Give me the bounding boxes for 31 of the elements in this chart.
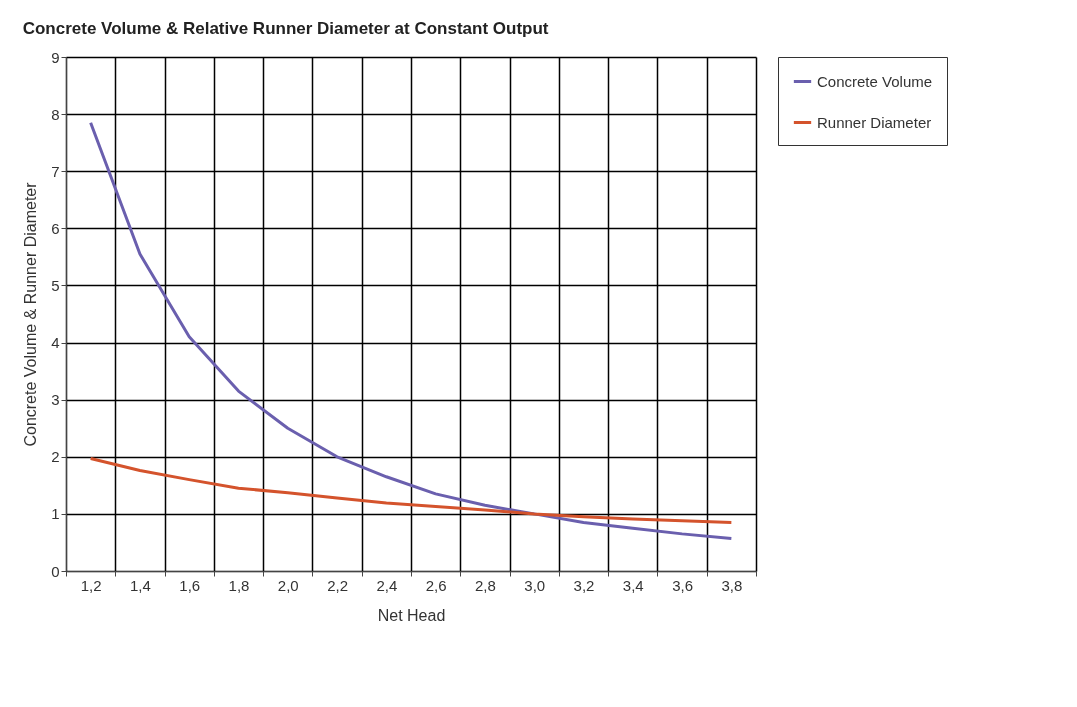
y-tick-label: 5	[51, 276, 60, 294]
x-tick-label: 3,8	[721, 576, 743, 594]
y-axis-title: Concrete Volume & Runner Diameter	[22, 181, 40, 447]
y-tick-label: 8	[51, 105, 60, 123]
legend-label: Concrete Volume	[817, 72, 933, 90]
x-tick-label: 1,2	[80, 576, 102, 594]
x-tick-label: 3,0	[524, 576, 546, 594]
x-tick-label: 3,4	[622, 576, 644, 594]
y-tick-label: 6	[51, 219, 60, 237]
x-tick-label: 1,4	[130, 576, 151, 594]
x-tick-label: 2,0	[277, 576, 299, 594]
x-tick-label: 3,6	[672, 576, 693, 594]
line-series	[89, 121, 733, 540]
y-tick-label: 3	[51, 391, 60, 409]
y-tick-label: 4	[51, 334, 60, 352]
x-axis-title: Net Head	[377, 606, 446, 624]
x-tick-label: 1,8	[228, 576, 250, 594]
x-tick-label: 1,6	[179, 576, 201, 594]
y-tick-label: 0	[51, 562, 60, 580]
x-tick-label: 2,2	[327, 576, 348, 594]
line-series	[89, 456, 733, 524]
x-tick-label: 2,8	[475, 576, 496, 594]
x-tick-label: 3,2	[573, 576, 595, 594]
x-tick-label: 2,4	[376, 576, 398, 594]
x-tick-label: 2,6	[425, 576, 447, 594]
y-tick-label: 2	[51, 448, 60, 466]
y-tick-label: 9	[51, 48, 60, 66]
y-tick-label: 7	[51, 162, 60, 180]
chart-title: Concrete Volume & Relative Runner Diameter at Constant Output	[22, 19, 549, 38]
legend-label: Runner Diameter	[817, 113, 932, 131]
y-tick-label: 1	[51, 505, 60, 523]
